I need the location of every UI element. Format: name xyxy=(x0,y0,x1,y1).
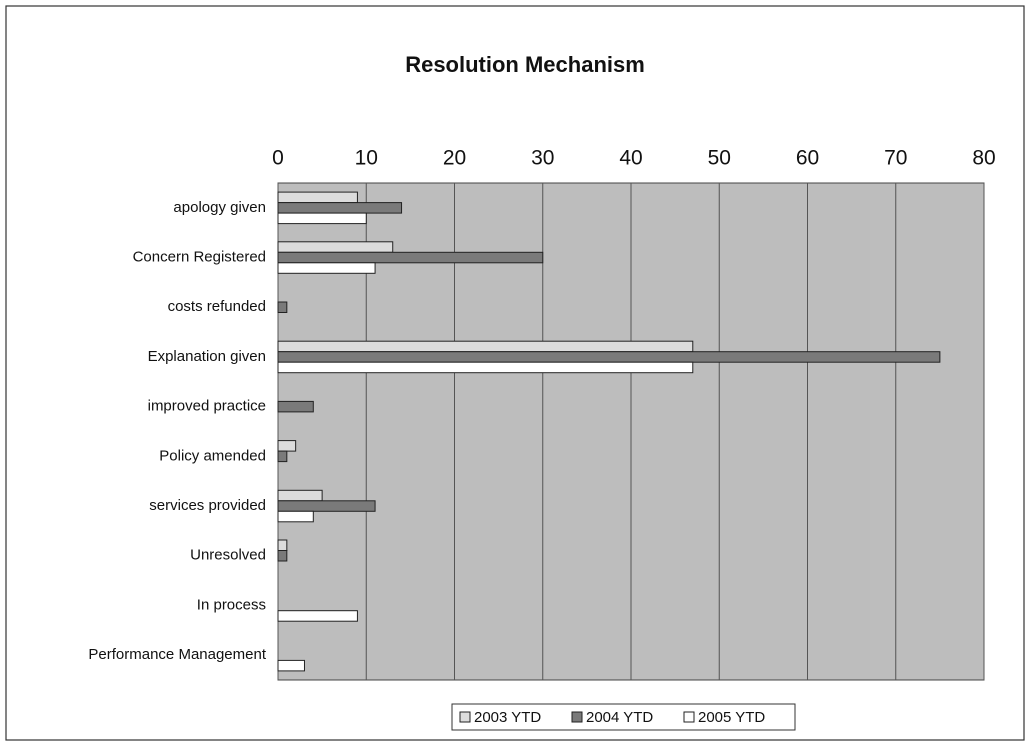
x-tick-label: 40 xyxy=(619,147,642,170)
y-tick-label: Performance Management xyxy=(88,646,266,663)
y-tick-label: apology given xyxy=(173,199,266,216)
y-tick-label: improved practice xyxy=(148,398,266,415)
legend-swatch xyxy=(683,711,695,723)
bar xyxy=(277,202,403,214)
y-tick-label: Policy amended xyxy=(159,447,266,464)
bar xyxy=(277,539,288,551)
y-tick-label: services provided xyxy=(149,497,266,514)
x-tick-label: 0 xyxy=(272,147,284,170)
y-tick-label: Explanation given xyxy=(148,348,266,365)
legend-label: 2003 YTD xyxy=(474,709,541,726)
x-tick-label: 60 xyxy=(796,147,819,170)
bar xyxy=(277,510,314,523)
x-tick-label: 20 xyxy=(443,147,466,170)
y-tick-label: Concern Registered xyxy=(133,249,266,266)
x-tick-label: 10 xyxy=(355,147,378,170)
bar xyxy=(277,400,314,413)
x-tick-label: 70 xyxy=(884,147,907,170)
legend-label: 2004 YTD xyxy=(586,709,653,726)
bar xyxy=(277,610,358,622)
bar xyxy=(277,191,358,204)
legend-box xyxy=(451,703,796,731)
bar xyxy=(277,440,297,452)
x-tick-label: 30 xyxy=(531,147,554,170)
bar xyxy=(277,450,288,463)
bar xyxy=(277,351,941,363)
x-tick-label: 50 xyxy=(708,147,731,170)
bar xyxy=(277,659,305,672)
bar xyxy=(277,361,694,374)
bar xyxy=(277,301,288,313)
y-tick-label: Unresolved xyxy=(190,547,266,564)
bar xyxy=(277,500,376,512)
x-tick-label: 80 xyxy=(972,147,995,170)
legend-label: 2005 YTD xyxy=(698,709,765,726)
legend-swatch xyxy=(571,711,583,723)
bar xyxy=(277,550,288,562)
y-tick-label: In process xyxy=(197,596,266,613)
chart-title: Resolution Mechanism xyxy=(405,52,645,77)
bar xyxy=(277,262,376,274)
legend-swatch xyxy=(459,711,471,723)
bar xyxy=(277,251,544,264)
bar xyxy=(277,241,394,253)
bar xyxy=(277,212,367,225)
y-tick-label: costs refunded xyxy=(168,298,266,315)
bar xyxy=(277,489,323,502)
bar xyxy=(277,340,694,353)
